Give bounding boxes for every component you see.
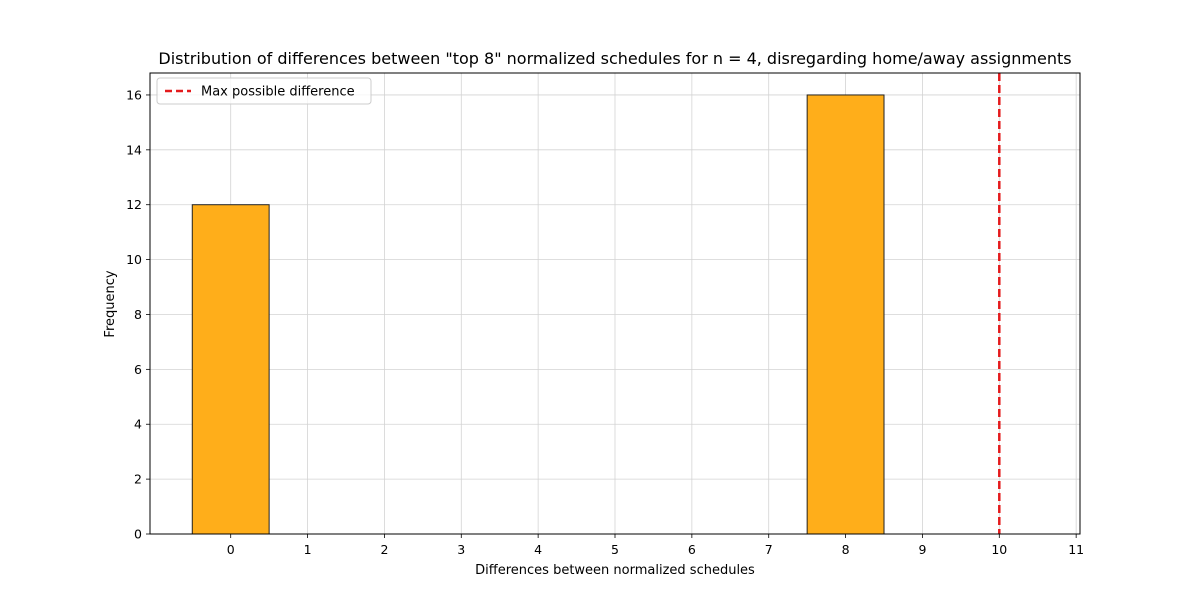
chart-title: Distribution of differences between "top… [158,49,1071,68]
bars-layer [191,94,885,535]
y-tick-label: 12 [126,197,142,212]
x-tick-label: 4 [534,542,542,557]
y-tick-label: 10 [126,252,142,267]
x-axis-ticks: 0 1 2 3 4 5 6 7 8 9 10 11 [227,534,1084,557]
y-tick-label: 6 [134,362,142,377]
y-tick-label: 2 [134,472,142,487]
x-tick-label: 3 [457,542,465,557]
x-axis-label: Differences between normalized schedules [475,563,755,578]
legend-label: Max possible difference [201,85,355,100]
y-tick-label: 16 [126,87,142,102]
legend: Max possible difference [156,77,372,105]
x-tick-label: 0 [227,542,235,557]
x-tick-label: 7 [765,542,773,557]
x-tick-label: 5 [611,542,619,557]
x-tick-label: 10 [991,542,1007,557]
legend-box [156,77,372,105]
y-axis-ticks: 0 2 4 6 8 10 12 14 16 [126,87,150,542]
y-tick-label: 0 [134,527,142,542]
x-tick-label: 2 [380,542,388,557]
x-tick-label: 8 [842,542,850,557]
x-tick-label: 1 [304,542,312,557]
y-tick-label: 8 [134,307,142,322]
x-tick-label: 9 [918,542,926,557]
histogram-bar [806,94,885,535]
y-tick-label: 4 [134,417,142,432]
x-tick-label: 11 [1068,542,1084,557]
x-tick-label: 6 [688,542,696,557]
histogram-bar [191,204,270,535]
y-tick-label: 14 [126,142,142,157]
y-axis-label: Frequency [103,270,118,337]
